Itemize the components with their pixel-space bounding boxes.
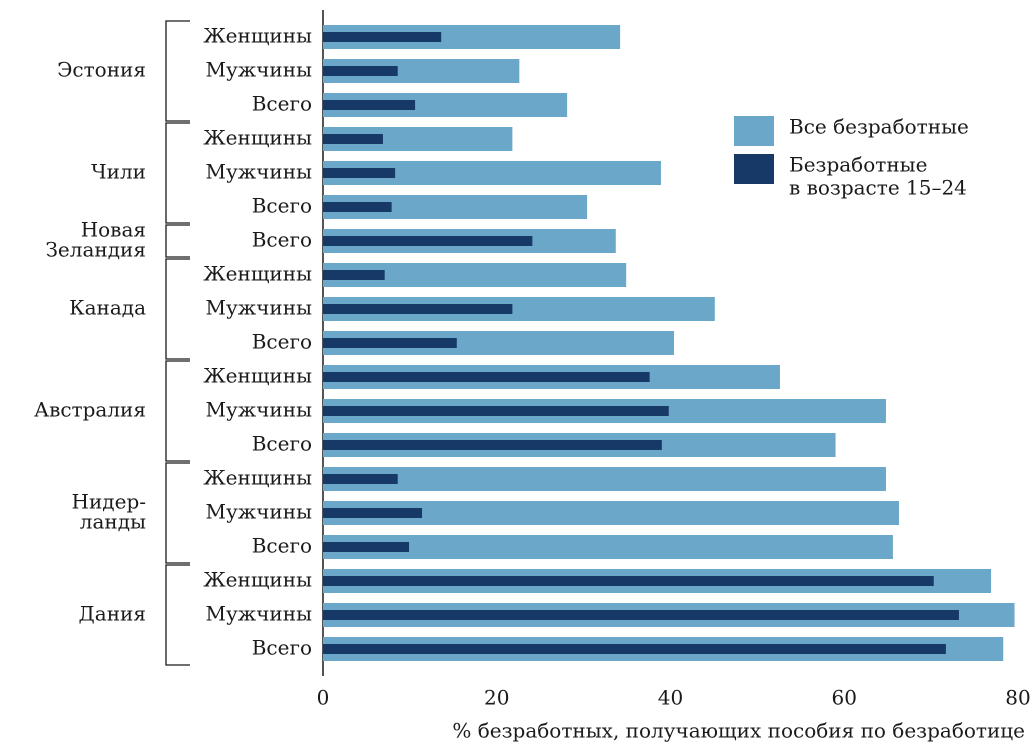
row-label: Всего (252, 194, 312, 218)
row-label: Женщины (203, 24, 312, 48)
row-label: Женщины (203, 364, 312, 388)
row-label: Женщины (203, 568, 312, 592)
row-label: Мужчины (206, 500, 313, 524)
group-bracket (165, 462, 190, 564)
x-tick-label: 40 (658, 686, 683, 710)
group-bracket (165, 20, 190, 122)
row-label: Всего (252, 636, 312, 660)
group-bracket (165, 224, 190, 258)
row-label: Мужчины (206, 398, 313, 422)
bar-youth-unemployed (323, 100, 416, 110)
row-label: Мужчины (206, 58, 313, 82)
country-label: Эстония (57, 58, 146, 82)
bar-youth-unemployed (323, 576, 934, 586)
bar-youth-unemployed (323, 440, 662, 450)
row-label: Всего (252, 330, 312, 354)
legend-label-youth: Безработные (789, 153, 927, 177)
row-label: Мужчины (206, 602, 313, 626)
bar-youth-unemployed (323, 508, 423, 518)
group-bracket (165, 360, 190, 462)
x-axis-label: % безработных, получающих пособия по без… (452, 719, 1025, 743)
legend-label-youth: в возрасте 15–24 (789, 176, 967, 200)
bar-all-unemployed (323, 535, 893, 559)
country-label: Зеландия (45, 238, 146, 262)
row-label: Всего (252, 228, 312, 252)
bar-youth-unemployed (323, 32, 442, 42)
bar-youth-unemployed (323, 236, 533, 246)
group-bracket (165, 258, 190, 360)
country-label: Дания (79, 602, 146, 626)
row-label: Всего (252, 92, 312, 116)
legend-label-all: Все безработные (789, 115, 969, 139)
legend-swatch-youth (734, 154, 774, 184)
row-label: Женщины (203, 126, 312, 150)
x-tick-label: 0 (317, 686, 330, 710)
bar-youth-unemployed (323, 304, 513, 314)
bar-youth-unemployed (323, 542, 410, 552)
country-label: Австралия (34, 398, 146, 422)
bar-youth-unemployed (323, 168, 396, 178)
bar-youth-unemployed (323, 202, 392, 212)
bar-youth-unemployed (323, 610, 959, 620)
row-label: Мужчины (206, 296, 313, 320)
bar-youth-unemployed (323, 338, 457, 348)
bar-youth-unemployed (323, 134, 383, 144)
x-tick-label: 20 (484, 686, 509, 710)
bar-youth-unemployed (323, 270, 385, 280)
bar-youth-unemployed (323, 406, 669, 416)
x-tick-label: 80 (1005, 686, 1030, 710)
country-label: Нидер- (72, 490, 146, 514)
row-label: Мужчины (206, 160, 313, 184)
group-bracket (165, 564, 190, 666)
bar-all-unemployed (323, 467, 886, 491)
row-label: Всего (252, 534, 312, 558)
row-label: Женщины (203, 466, 312, 490)
bar-youth-unemployed (323, 474, 398, 484)
row-label: Всего (252, 432, 312, 456)
legend-swatch-all (734, 116, 774, 146)
country-label: Канада (69, 296, 146, 320)
country-label: ланды (80, 510, 146, 534)
row-label: Женщины (203, 262, 312, 286)
bar-youth-unemployed (323, 644, 946, 654)
bar-youth-unemployed (323, 372, 650, 382)
x-tick-label: 60 (832, 686, 857, 710)
group-bracket (165, 122, 190, 224)
country-label: Чили (91, 160, 146, 184)
bar-youth-unemployed (323, 66, 398, 76)
country-label: Новая (81, 218, 146, 242)
